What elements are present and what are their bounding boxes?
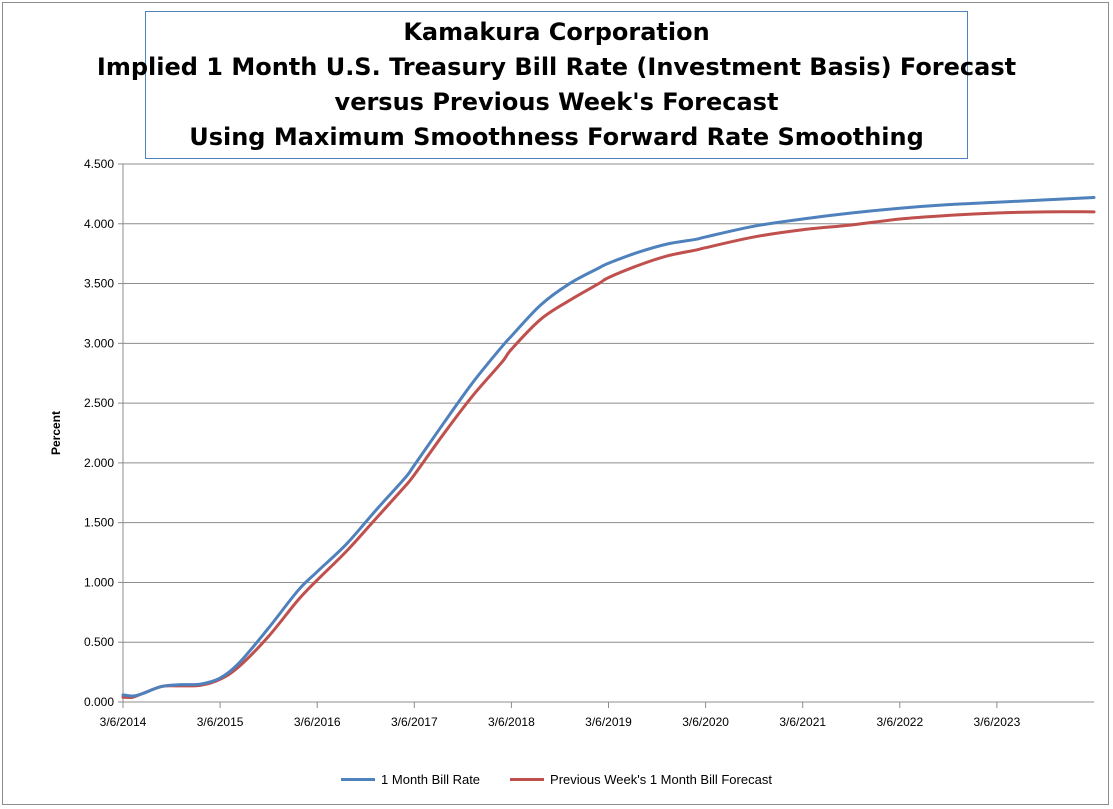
x-tick-label-1: 3/6/2015 [197, 715, 244, 729]
chart-title-line-2: Implied 1 Month U.S. Treasury Bill Rate … [96, 53, 1017, 81]
legend-label-bill-rate: 1 Month Bill Rate [381, 772, 481, 787]
x-tick-label-2: 3/6/2016 [294, 715, 341, 729]
chart-title-box: Kamakura Corporation Implied 1 Month U.S… [97, 11, 1016, 159]
legend-swatch-bill-rate [341, 778, 376, 781]
y-tick-label-5: 2.500 [84, 396, 114, 410]
x-tick-label-8: 3/6/2022 [876, 715, 923, 729]
y-tick-label-9: 4.500 [84, 157, 114, 171]
chart-title-line-1: Kamakura Corporation [403, 18, 710, 46]
x-tick-label-0: 3/6/2014 [100, 715, 147, 729]
y-tick-label-1: 0.500 [84, 635, 114, 649]
legend-label-previous-forecast: Previous Week's 1 Month Bill Forecast [550, 772, 772, 787]
y-tick-label-6: 3.000 [84, 336, 114, 350]
legend-item-bill-rate: 1 Month Bill Rate [341, 772, 480, 787]
series-line-bill-rate [121, 195, 1096, 698]
y-tick-label-4: 2.000 [84, 456, 114, 470]
x-tick-label-7: 3/6/2021 [779, 715, 826, 729]
y-tick-label-8: 4.000 [84, 217, 114, 231]
y-tick-label-3: 1.500 [84, 516, 114, 530]
series-line-previous-forecast [121, 210, 1096, 699]
x-tick-label-4: 3/6/2018 [488, 715, 535, 729]
chart-title-line-4: Using Maximum Smoothness Forward Rate Sm… [189, 123, 924, 151]
legend-item-previous-forecast: Previous Week's 1 Month Bill Forecast [510, 772, 772, 787]
x-tick-label-3: 3/6/2017 [391, 715, 438, 729]
x-tick-label-5: 3/6/2019 [585, 715, 632, 729]
y-tick-label-7: 3.500 [84, 277, 114, 291]
legend: 1 Month Bill Rate Previous Week's 1 Mont… [0, 772, 1113, 787]
chart-title-line-3: versus Previous Week's Forecast [334, 88, 779, 116]
x-tick-label-6: 3/6/2020 [682, 715, 729, 729]
y-axis-label: Percent [49, 411, 63, 455]
x-tick-label-9: 3/6/2023 [974, 715, 1021, 729]
legend-swatch-previous-forecast [510, 778, 545, 781]
y-tick-label-0: 0.000 [84, 695, 114, 709]
y-tick-label-2: 1.000 [84, 575, 114, 589]
